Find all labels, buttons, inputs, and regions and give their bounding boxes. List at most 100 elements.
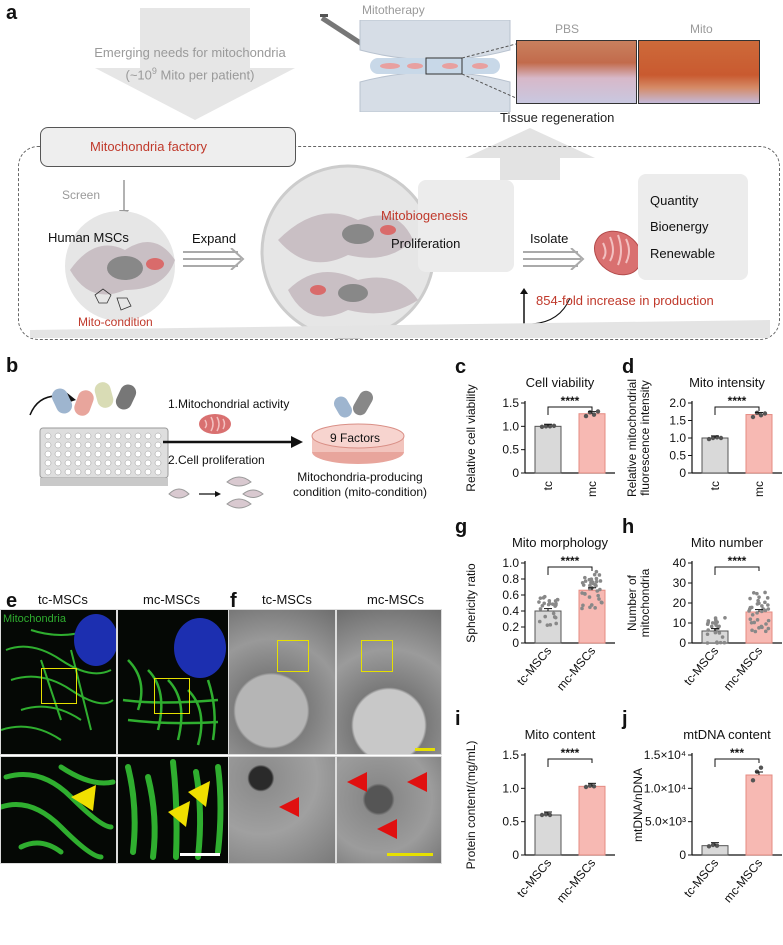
plate-well <box>74 450 82 458</box>
y-tick-label: 0.5 <box>502 443 519 457</box>
data-point <box>543 614 548 619</box>
msc-cell-illustration <box>65 211 175 321</box>
chart-mito-intensity: Mito intensity Relative mitochondrial fluo… <box>625 375 782 497</box>
plate-well <box>154 441 162 449</box>
data-point <box>750 612 755 617</box>
data-point <box>766 626 771 631</box>
data-point <box>764 622 768 626</box>
panel-label-e: e <box>6 590 18 612</box>
plate-well <box>104 468 112 476</box>
data-point <box>718 435 724 441</box>
data-point <box>706 619 711 623</box>
data-point <box>598 579 603 583</box>
data-point <box>547 599 552 603</box>
data-point <box>547 812 553 818</box>
data-point <box>598 587 602 592</box>
plate-well <box>54 441 62 449</box>
data-point <box>592 572 597 577</box>
bottom-wedge <box>30 320 770 338</box>
data-point <box>583 575 587 580</box>
data-point <box>543 424 549 429</box>
plate-well <box>104 441 112 449</box>
factory-frame <box>18 146 780 340</box>
plate-well <box>134 432 142 440</box>
data-point <box>758 765 764 770</box>
data-point <box>766 607 771 611</box>
fold-increase-label: 854-fold increase in production <box>536 293 714 308</box>
significance-label: **** <box>561 554 580 568</box>
significance-bracket <box>714 566 760 575</box>
tissue-regeneration-label: Tissue regeneration <box>500 110 615 125</box>
histology-mito-image <box>638 40 760 104</box>
y-tick-label: 0.6 <box>502 588 519 602</box>
plate-well <box>54 450 62 458</box>
data-point <box>537 619 542 624</box>
plate-well <box>64 441 72 449</box>
data-point <box>713 618 718 622</box>
data-point <box>705 622 710 626</box>
significance-label: *** <box>730 746 744 760</box>
f-tc-label: tc-MSCs <box>262 592 312 607</box>
confocal-tc-image: Mitochondria <box>0 609 117 755</box>
data-point <box>718 640 723 645</box>
y-axis-label: Protein content/(mg/mL) <box>464 741 478 870</box>
data-point <box>591 412 597 417</box>
data-point <box>587 577 592 582</box>
x-tick-label: mc-MSCs <box>554 856 599 905</box>
data-point <box>706 844 712 849</box>
data-point <box>547 424 553 429</box>
x-tick-label: tc-MSCs <box>514 644 554 688</box>
proliferation-label: Proliferation <box>391 236 461 251</box>
confocal-tc-zoom <box>0 756 117 864</box>
plate-well <box>154 450 162 458</box>
mito-condition-label: Mito-condition <box>78 315 153 329</box>
knee-joint-illustration <box>359 20 517 112</box>
panel-label-b: b <box>6 355 19 377</box>
bar-mc-MSCs <box>745 774 773 856</box>
y-tick-label: 0.5 <box>669 449 686 463</box>
x-tick-label: mc-MSCs <box>554 644 599 693</box>
needs-text: Emerging needs for mitochondria (~109 Mi… <box>60 44 320 84</box>
quantity-label: Quantity <box>650 193 699 208</box>
scale-bar <box>415 748 435 751</box>
petri-dish-icon <box>311 423 405 464</box>
y-tick-label: 0.8 <box>502 572 519 586</box>
data-point <box>555 597 560 602</box>
data-point <box>554 601 558 606</box>
y-tick-label: 0 <box>679 848 686 862</box>
expand-label: Expand <box>192 231 237 246</box>
data-point <box>706 436 712 442</box>
y-tick-label: 10 <box>673 616 687 630</box>
data-point <box>710 621 715 625</box>
data-point <box>757 626 761 630</box>
data-point <box>595 409 601 414</box>
bar-tc <box>701 437 729 474</box>
plate-well <box>104 432 112 440</box>
y-tick-label: 1.0 <box>502 556 519 570</box>
data-point <box>715 640 719 644</box>
data-point <box>756 598 760 603</box>
data-point <box>582 591 587 596</box>
data-point <box>762 411 768 416</box>
significance-bracket <box>547 406 593 415</box>
chart-cell-viability: Cell viability Relative cell viability 0 0.… <box>464 375 615 497</box>
plate-well <box>84 441 92 449</box>
data-point <box>750 778 756 783</box>
plate-well <box>144 432 152 440</box>
significance-bracket <box>547 758 593 767</box>
benefits-box <box>638 174 748 280</box>
plate-well <box>84 459 92 467</box>
plate-well <box>94 459 102 467</box>
y-tick-label: 0 <box>679 466 686 480</box>
significance-bracket <box>714 406 760 415</box>
plate-well <box>114 441 122 449</box>
plate-well <box>84 468 92 476</box>
x-tick-label: tc-MSCs <box>681 856 721 900</box>
confocal-mc-image <box>117 609 231 755</box>
data-point <box>753 629 758 634</box>
data-point <box>752 620 757 625</box>
isolate-label: Isolate <box>530 231 569 246</box>
plate-well <box>44 450 52 458</box>
data-point <box>553 615 558 620</box>
zoom-box-tc <box>41 668 77 704</box>
